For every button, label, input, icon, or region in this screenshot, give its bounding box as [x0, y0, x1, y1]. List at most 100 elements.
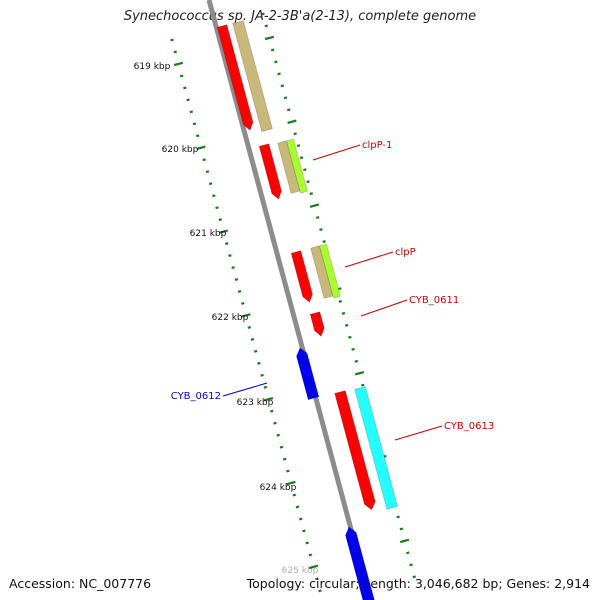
- leader-line: [344, 251, 394, 268]
- tick-mark: [276, 433, 280, 437]
- tick-mark: [192, 122, 197, 126]
- tick-mark: [299, 156, 304, 160]
- tick-mark: [260, 373, 264, 377]
- tick-mark: [309, 192, 314, 196]
- features: [216, 20, 398, 600]
- gene-label[interactable]: CYB_0612: [171, 391, 221, 402]
- scale-label: 619 kbp: [134, 62, 171, 72]
- tick-mark: [234, 278, 239, 281]
- tick-mark: [286, 469, 290, 473]
- tick-mark: [396, 515, 400, 519]
- tick-mark: [303, 168, 307, 172]
- tick-mark: [412, 575, 416, 579]
- tick-mark: [173, 50, 177, 54]
- tick-mark: [237, 290, 242, 293]
- tick-mark: [280, 84, 285, 88]
- tick-mark: [295, 505, 300, 509]
- leader-line: [360, 299, 408, 317]
- tick-mark: [247, 325, 251, 329]
- tick-mark: [279, 445, 284, 449]
- tick-mark: [224, 242, 229, 246]
- scale-label: 623 kbp: [237, 398, 274, 408]
- tick-mark: [253, 349, 258, 353]
- tick-mark: [308, 564, 319, 570]
- tick-mark: [286, 480, 296, 486]
- gene-label[interactable]: CYB_0613: [444, 421, 494, 432]
- tick-mark: [315, 216, 320, 220]
- scale-label: 621 kbp: [190, 229, 227, 239]
- genome-backbone: [206, 0, 373, 600]
- tick-mark: [263, 385, 268, 389]
- tick-mark: [274, 60, 278, 64]
- tick-mark: [257, 361, 261, 365]
- tick-mark: [215, 206, 219, 210]
- tick-mark: [354, 359, 359, 363]
- cds-arrow: [296, 347, 320, 400]
- tick-mark: [173, 61, 184, 67]
- tick-mark: [183, 86, 187, 90]
- tick-mark: [399, 538, 410, 544]
- tick-mark: [186, 98, 190, 102]
- leader-line: [394, 425, 443, 441]
- tick-mark: [287, 108, 291, 112]
- cds-arrow: [290, 250, 313, 303]
- gene-label[interactable]: clpP: [395, 247, 416, 258]
- cds-arrow: [345, 526, 375, 600]
- gene-label[interactable]: clpP-1: [362, 140, 392, 151]
- scale-label: 622 kbp: [212, 313, 249, 323]
- tick-mark: [218, 218, 223, 222]
- tick-mark: [205, 170, 210, 174]
- tick-mark: [263, 397, 274, 402]
- tick-mark: [264, 24, 268, 28]
- tick-mark: [264, 35, 275, 41]
- scale-labels: 619 kbp 620 kbp 621 kbp 622 kbp 623 kbp 624 k…: [134, 62, 319, 576]
- tick-mark: [196, 145, 206, 151]
- tick-mark: [319, 228, 323, 231]
- tick-mark: [241, 301, 245, 305]
- tick-mark: [170, 38, 174, 42]
- tick-mark: [361, 383, 365, 387]
- scale-label: 624 kbp: [260, 483, 297, 493]
- tick-mark: [283, 96, 288, 100]
- tick-mark: [270, 48, 275, 52]
- tick-mark: [250, 337, 255, 341]
- gene-labels: clpP-1 clpP CYB_0611 CYB_0612 CYB_0613: [171, 140, 494, 441]
- tick-mark: [196, 134, 200, 138]
- tick-mark: [179, 74, 184, 78]
- leader-line: [312, 144, 361, 161]
- tick-mark: [306, 180, 310, 184]
- tick-mark: [202, 158, 206, 162]
- tick-mark: [309, 203, 320, 208]
- tick-mark: [341, 311, 346, 315]
- tick-mark: [218, 229, 229, 234]
- leader-line: [222, 382, 268, 397]
- tick-mark: [305, 541, 309, 545]
- tick-mark: [338, 299, 342, 303]
- tick-mark: [231, 266, 235, 269]
- tick-mark: [292, 493, 297, 497]
- tick-mark: [296, 144, 301, 148]
- tick-mark: [344, 323, 349, 327]
- tick-mark: [293, 132, 297, 136]
- tick-mark: [354, 371, 365, 376]
- misc-feature-bar: [286, 138, 308, 194]
- scale-label: 625 kbp: [282, 566, 319, 576]
- misc-feature-bar: [354, 386, 398, 510]
- tick-mark: [228, 254, 232, 257]
- tick-mark: [322, 240, 326, 243]
- tick-mark: [208, 182, 213, 186]
- tick-mark: [409, 563, 413, 567]
- accession-label: Accession: NC_007776: [9, 576, 152, 591]
- cds-arrow: [334, 390, 376, 511]
- tick-mark: [261, 12, 265, 16]
- tick-mark: [189, 110, 194, 114]
- tick-mark: [315, 577, 319, 581]
- gene-label[interactable]: CYB_0611: [409, 295, 459, 306]
- gene-bar: [310, 245, 334, 299]
- tick-mark: [282, 457, 287, 461]
- tick-mark: [399, 527, 404, 531]
- tick-mark: [298, 517, 303, 521]
- gene-bar: [277, 140, 301, 194]
- misc-feature-bar: [319, 243, 341, 299]
